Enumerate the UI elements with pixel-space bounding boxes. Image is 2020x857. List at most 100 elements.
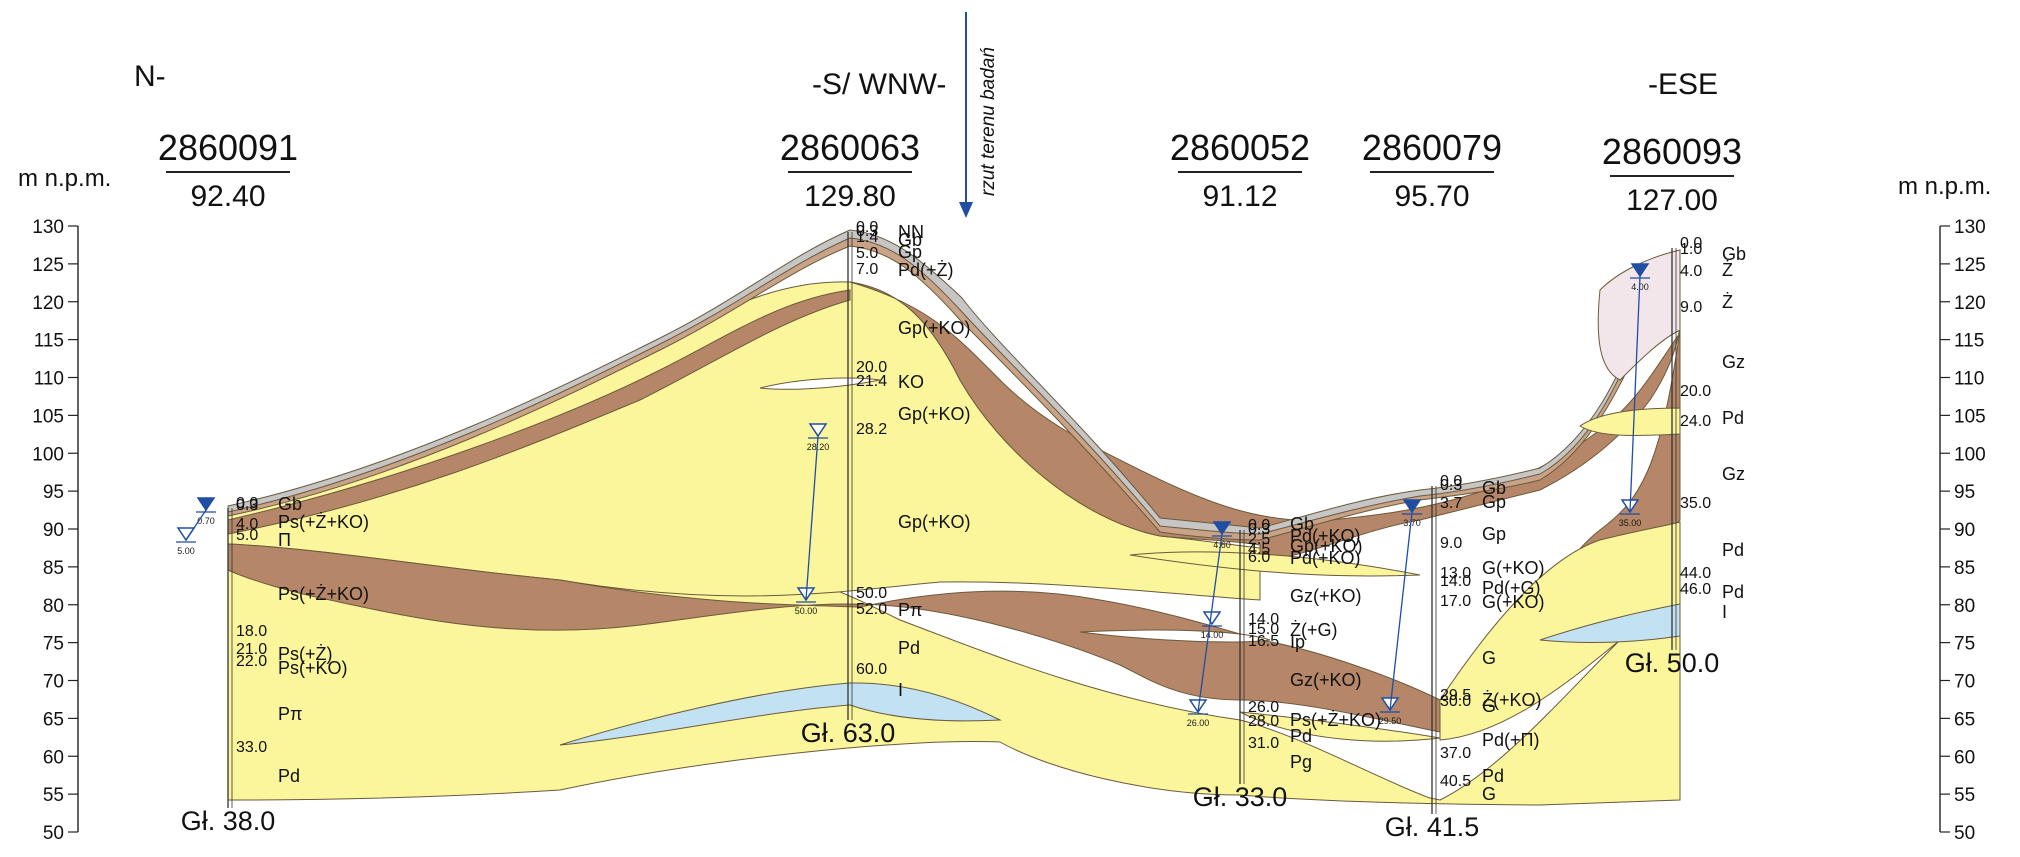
axis-tick-label: 60	[43, 747, 64, 768]
total-depth-label: Gł. 33.0	[1193, 782, 1288, 812]
soil-label: Ps(+Ż+KO)	[278, 584, 369, 604]
axis-tick-label: 80	[43, 596, 64, 617]
water-level-label: 26.00	[1187, 718, 1210, 728]
soil-label: Pd	[1722, 408, 1744, 428]
water-level-label: 4.60	[1213, 540, 1231, 550]
boreholes: 286009192.400.00.34.05.018.021.022.033.0…	[158, 127, 1746, 842]
depth-label: 0.3	[1440, 477, 1462, 494]
water-level-connector	[1629, 275, 1641, 513]
soil-label: Gz(+KO)	[1290, 586, 1362, 606]
water-level-label: 29.50	[1379, 716, 1402, 726]
borehole-id: 2860079	[1362, 127, 1502, 168]
water-clay-center	[559, 682, 1002, 746]
water-level-label: 14.00	[1201, 630, 1224, 640]
axis-tick-label: 125	[1954, 255, 1986, 276]
soil-label: Ż(+KO)	[1482, 690, 1542, 710]
soil-label: Pd	[1722, 582, 1744, 602]
axis-tick-label: 110	[1954, 369, 1984, 390]
axis-tick-label: 120	[1954, 293, 1986, 314]
water-level-label: 50.00	[795, 606, 818, 616]
axis-tick-label: 110	[34, 369, 64, 390]
axis-tick-label: 115	[34, 331, 64, 352]
depth-label: 29.5	[1440, 687, 1471, 704]
soil-label: Pd(+G)	[1482, 578, 1541, 598]
soil-label: Pd	[1290, 726, 1312, 746]
water-level-triangle	[1188, 699, 1208, 714]
soil-label: Pπ	[278, 704, 302, 724]
soil-label: G	[1482, 648, 1496, 668]
axis-tick-label: 50	[43, 823, 64, 844]
soil-label: Pd	[278, 766, 300, 786]
depth-label: 1.0	[1680, 241, 1702, 258]
water-level-triangle	[808, 423, 828, 438]
axis-tick-label: 85	[1954, 558, 1975, 579]
soil-label: Pd	[1482, 766, 1504, 786]
water-level-connector	[1389, 511, 1413, 711]
borehole-id: 2860063	[780, 127, 920, 168]
depth-label: 5.0	[236, 527, 258, 544]
direction-left: N-	[134, 60, 166, 93]
axis-tick-label: 105	[1954, 406, 1986, 427]
water-level-triangle	[1380, 697, 1400, 712]
borehole-elevation: 91.12	[1202, 180, 1277, 213]
water-level-marker: 3.70	[1402, 499, 1422, 528]
depth-label: 33.0	[236, 739, 267, 756]
depth-label: 52.0	[856, 601, 887, 618]
axis-tick-label: 95	[43, 482, 64, 503]
borehole-2860063: 2860063 129.80 0.00.31.45.07.0 20.021.4 28.2…	[780, 127, 971, 748]
soil-label: Pd	[1722, 540, 1744, 560]
depth-label: 9.0	[1680, 299, 1702, 316]
elevation-axis-left: 130 125 120 115 110 105 100 95 90 85 80 75 70 65 60 55 5…	[32, 217, 79, 844]
lens-pd-lower	[1239, 711, 1441, 742]
depth-label: 14.0	[1440, 573, 1471, 590]
soil-label: KO	[898, 372, 924, 392]
axis-tick-label: 60	[1954, 747, 1975, 768]
axis-tick-label: 65	[1954, 709, 1975, 730]
total-depth-label: Gł. 50.0	[1625, 648, 1720, 678]
axis-tick-label: 85	[43, 558, 64, 579]
depth-label: 28.0	[1248, 713, 1279, 730]
soil-label: Gp	[898, 242, 922, 262]
water-level-marker: 5.00	[176, 527, 196, 556]
borehole-2860091: 2860091 92.40 0.00.3 4.05.0 18.021.022.0 33.0…	[158, 127, 369, 836]
direction-middle: -S/ WNW-	[812, 68, 946, 101]
projection-arrow: rzut terenu badań	[959, 12, 999, 218]
axis-tick-label: 55	[43, 785, 64, 806]
total-depth-label: Gł. 38.0	[181, 806, 276, 836]
soil-label: Gb	[1290, 514, 1314, 534]
soil-label: Gz	[1722, 464, 1745, 484]
depth-label: 4.0	[1680, 263, 1702, 280]
depth-label: 20.0	[1680, 383, 1711, 400]
soil-label: Ż	[1722, 260, 1733, 280]
axis-tick-label: 75	[1954, 634, 1975, 655]
soil-label: Π	[278, 530, 291, 550]
total-depth-label: Gł. 41.5	[1385, 812, 1480, 842]
soil-label: Pd(+Π)	[1482, 730, 1540, 750]
depth-label: 35.0	[1680, 495, 1711, 512]
depth-label: 28.2	[856, 421, 887, 438]
soil-label: Pd(+Ż)	[898, 260, 954, 280]
depth-label: 50.0	[856, 585, 887, 602]
depth-label: 7.0	[856, 261, 878, 278]
depth-label: 26.0	[1248, 699, 1279, 716]
borehole-id: 2860052	[1170, 127, 1310, 168]
axis-tick-label: 125	[32, 255, 64, 276]
axis-tick-label: 130	[32, 217, 64, 238]
axis-tick-label: 120	[32, 293, 64, 314]
water-clay-right	[1539, 603, 1681, 644]
depth-label: 0.3	[236, 497, 258, 514]
water-level-label: 28.20	[807, 442, 830, 452]
soil-label: I	[1722, 602, 1727, 622]
soil-label: G(+KO)	[1482, 592, 1545, 612]
water-level-marker: 29.50	[1379, 697, 1402, 726]
lens-ip	[1079, 629, 1271, 643]
borehole-2860079: 2860079 95.70 0.00.33.7 9.0 13.014.0 17.0 29.5…	[1362, 127, 1545, 842]
depth-label: 37.0	[1440, 745, 1471, 762]
projection-arrow-label: rzut terenu badań	[978, 47, 999, 196]
sand-band-right	[1439, 521, 1681, 741]
depth-label: 4.5	[1248, 541, 1270, 558]
soil-label: Gp	[1482, 524, 1506, 544]
depth-label: 0.0	[1440, 473, 1462, 490]
water-level-marker: 14.00	[1201, 611, 1224, 640]
